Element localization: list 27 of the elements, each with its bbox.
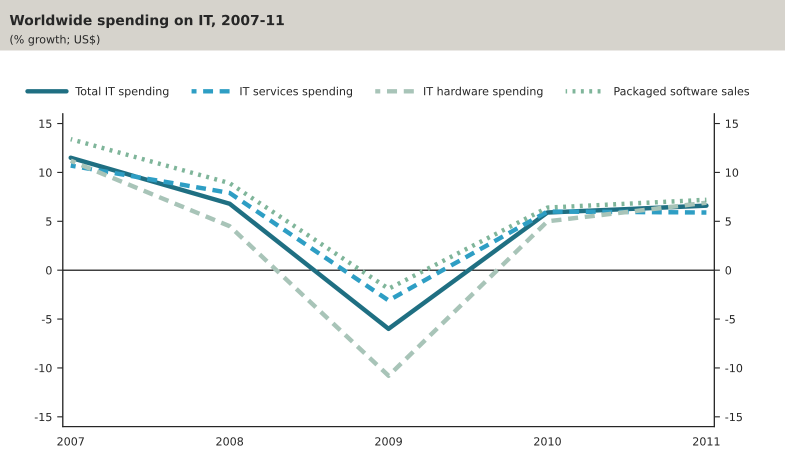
y-tick-label: -15 [34, 412, 52, 422]
y2-tick-label: 15 [726, 120, 738, 128]
y2-tick-label: -15 [725, 412, 742, 422]
legend-label: IT hardware spending [424, 86, 542, 98]
line-series [68, 136, 709, 291]
legend-label: Total IT spending [75, 86, 168, 98]
y-tick-label: -10 [34, 364, 52, 372]
x-tick-label: 2010 [534, 437, 561, 446]
y2-tick-label: -5 [725, 315, 735, 324]
y-tick-label: 5 [46, 217, 52, 226]
y2-tick-label: 0 [726, 266, 732, 275]
legend-label: Packaged software sales [614, 86, 750, 98]
y2-tick-label: 10 [726, 168, 738, 177]
x-tick-label: 2007 [57, 437, 84, 446]
y2-tick-label: 5 [726, 217, 731, 226]
x-tick-label: 2008 [216, 437, 244, 446]
line-series [68, 158, 709, 378]
x-tick-label: 2009 [375, 437, 402, 446]
chart-subtitle: (% growth; US$) [10, 34, 100, 46]
y2-tick-label: -10 [725, 364, 742, 372]
legend-label: IT services spending [240, 86, 352, 98]
x-tick-label: 2011 [693, 437, 720, 446]
y-tick-label: 10 [39, 168, 52, 177]
y-tick-label: 0 [46, 266, 52, 275]
chart-title: Worldwide spending on IT, 2007-11 [10, 14, 284, 28]
y-tick-label: -5 [42, 315, 52, 324]
y-tick-label: 15 [39, 120, 52, 128]
